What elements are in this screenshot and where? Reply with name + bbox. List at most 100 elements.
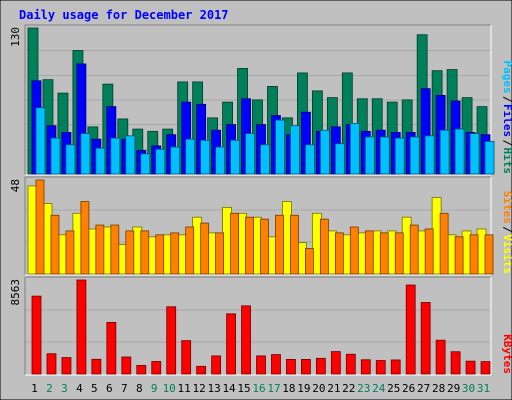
bar-sites-27	[424, 228, 434, 275]
bar-sites-20	[319, 218, 329, 275]
legend-sites: Sites	[501, 191, 512, 224]
x-tick-30: 30	[462, 382, 475, 395]
bar-kbytes-3	[61, 357, 72, 375]
bar-kbytes-24	[375, 360, 386, 375]
bar-sites-4	[80, 201, 90, 275]
x-tick-28: 28	[432, 382, 445, 395]
bar-pages-26	[409, 136, 420, 175]
bar-kbytes-8	[136, 365, 147, 375]
bar-sites-29	[454, 236, 464, 275]
x-tick-20: 20	[312, 382, 325, 395]
legend-kbytes: KBytes	[501, 334, 512, 374]
bar-pages-11	[185, 138, 196, 175]
pages-files-hits-legend: Pages/Files/Hits	[501, 61, 512, 175]
bar-sites-11	[185, 226, 195, 275]
series-pages	[35, 107, 495, 175]
bar-pages-10	[170, 146, 181, 175]
bar-sites-16	[260, 218, 269, 275]
legend-pages: Pages	[501, 61, 512, 94]
bar-kbytes-13	[211, 355, 222, 375]
visits-sites-panel	[24, 176, 494, 276]
x-tick-14: 14	[222, 382, 236, 395]
bar-pages-5	[95, 147, 106, 175]
chart-title: Daily usage for December 2017	[19, 8, 229, 22]
y-max-label: 8563	[9, 279, 22, 306]
bar-kbytes-23	[360, 359, 371, 375]
bar-sites-12	[200, 222, 210, 275]
bar-sites-19	[305, 248, 314, 275]
bar-sites-25	[394, 232, 404, 275]
bar-kbytes-27	[420, 302, 431, 375]
x-tick-2: 2	[46, 382, 53, 395]
x-tick-25: 25	[387, 382, 400, 395]
bar-pages-8	[140, 153, 151, 175]
legend-visits: Visits	[501, 234, 512, 274]
bar-sites-3	[65, 230, 75, 275]
series-sites	[35, 179, 494, 275]
bar-sites-15	[245, 216, 254, 275]
bar-pages-20	[319, 129, 330, 175]
x-tick-10: 10	[163, 382, 176, 395]
x-tick-1: 1	[31, 382, 38, 395]
bar-sites-21	[334, 232, 344, 275]
bar-pages-6	[110, 137, 121, 175]
bar-pages-16	[260, 144, 270, 175]
bar-sites-17	[275, 214, 284, 275]
bar-pages-15	[245, 133, 255, 175]
bar-sites-23	[364, 230, 374, 275]
bar-pages-30	[469, 133, 480, 175]
bar-kbytes-6	[106, 322, 117, 375]
bar-sites-5	[95, 224, 105, 275]
bar-kbytes-2	[46, 353, 57, 375]
x-tick-4: 4	[76, 382, 83, 395]
bar-sites-6	[110, 224, 120, 275]
x-tick-21: 21	[327, 382, 340, 395]
bar-kbytes-7	[121, 356, 132, 375]
kbytes-legend: KBytes	[501, 334, 512, 374]
bar-sites-30	[469, 234, 479, 275]
bar-kbytes-19	[301, 358, 311, 375]
bar-kbytes-9	[151, 361, 162, 375]
bar-sites-14	[230, 212, 239, 275]
bar-pages-24	[379, 136, 390, 175]
series-visits	[27, 185, 487, 275]
x-tick-19: 19	[297, 382, 310, 395]
x-tick-26: 26	[402, 382, 415, 395]
visits-sites-legend: Sites /Visits	[501, 191, 512, 274]
x-tick-7: 7	[121, 382, 128, 395]
legend-separator: /	[501, 140, 512, 147]
bar-sites-18	[290, 214, 299, 275]
x-tick-8: 8	[136, 382, 143, 395]
bar-pages-25	[394, 137, 405, 175]
bar-kbytes-29	[450, 351, 461, 375]
x-tick-11: 11	[178, 382, 191, 395]
bar-pages-23	[364, 136, 375, 175]
x-tick-15: 15	[237, 382, 250, 395]
x-tick-6: 6	[106, 382, 113, 395]
x-tick-24: 24	[372, 382, 386, 395]
bar-pages-28	[439, 129, 450, 175]
x-tick-23: 23	[357, 382, 370, 395]
bar-sites-24	[379, 232, 389, 275]
bar-sites-8	[140, 230, 150, 275]
bar-pages-3	[65, 144, 76, 175]
bar-pages-1	[35, 107, 46, 175]
bar-pages-18	[290, 125, 300, 175]
x-tick-5: 5	[91, 382, 98, 395]
series-kbytes	[31, 279, 491, 375]
bar-sites-10	[170, 232, 180, 275]
bar-kbytes-16	[256, 355, 266, 375]
bar-kbytes-31	[480, 361, 491, 375]
bar-kbytes-4	[76, 279, 87, 375]
bar-pages-17	[275, 119, 285, 175]
bar-pages-14	[230, 139, 240, 175]
bar-sites-7	[125, 230, 135, 275]
y-max-label: 130	[9, 27, 22, 47]
bar-kbytes-25	[390, 359, 401, 375]
x-tick-29: 29	[447, 382, 460, 395]
legend-separator: /	[501, 226, 512, 233]
x-tick-9: 9	[151, 382, 158, 395]
bar-kbytes-20	[315, 357, 326, 375]
bar-kbytes-21	[330, 351, 341, 375]
x-tick-12: 12	[193, 382, 206, 395]
